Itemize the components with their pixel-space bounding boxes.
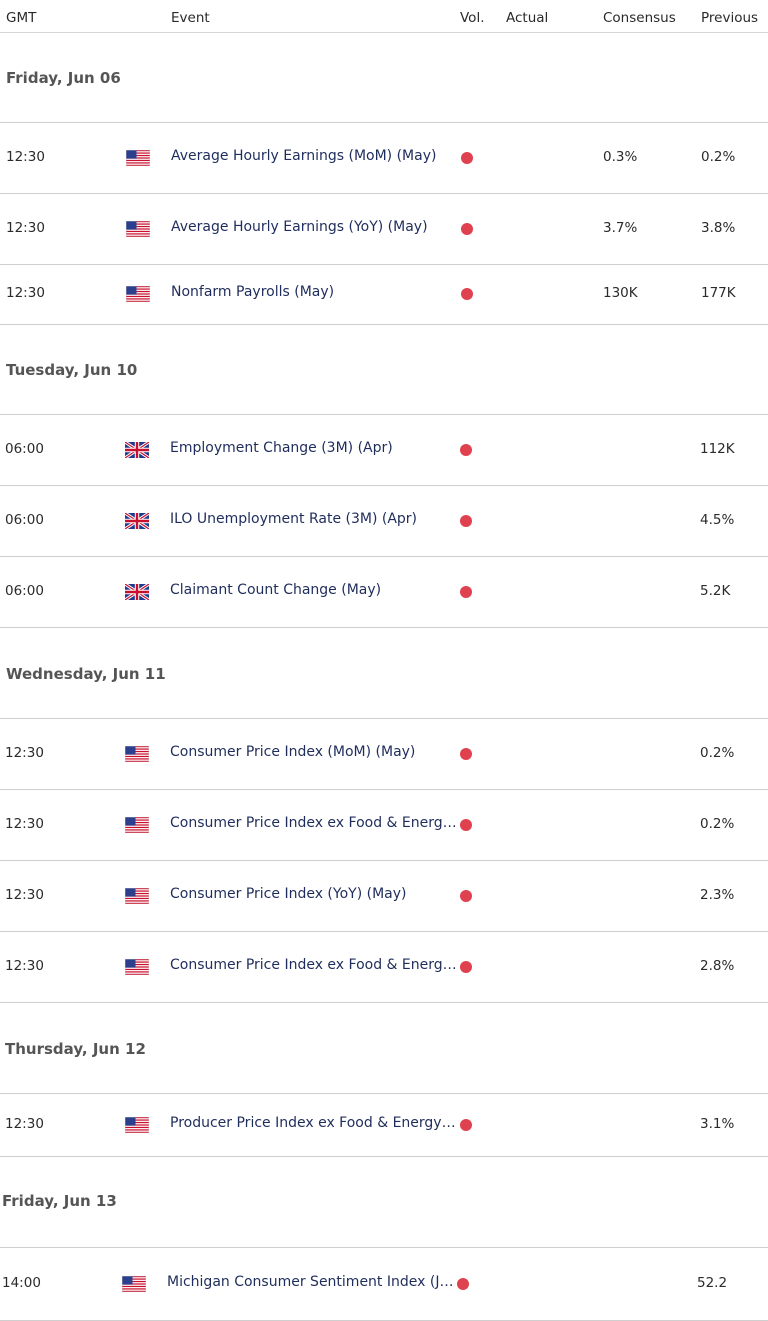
high-volatility-dot-icon [461,288,473,300]
col-header-actual[interactable]: Actual [506,10,549,26]
section-divider [0,1247,768,1248]
event-time: 12:30 [5,816,44,832]
event-name[interactable]: Consumer Price Index (MoM) (May) [170,744,416,760]
event-name[interactable]: Consumer Price Index ex Food & Energy … [170,957,460,973]
us-flag-icon [124,745,150,763]
event-previous: 0.2% [700,816,735,832]
event-row[interactable]: 12:30 Consumer Price Index ex Food & Ener… [0,931,768,1003]
uk-flag-icon [124,511,150,531]
section-divider [0,718,768,719]
day-label: Thursday, Jun 12 [5,1040,146,1058]
event-time: 06:00 [5,441,44,457]
day-label: Tuesday, Jun 10 [6,361,138,379]
us-flag-icon [125,149,151,167]
event-row[interactable]: 12:30 Consumer Price Index (MoM) (May) 0.2… [0,718,768,790]
event-previous: 177K [701,285,736,301]
col-header-event[interactable]: Event [171,10,210,26]
event-row[interactable]: 06:00 ILO Unemployment Rate (3M) (Apr) 4.5… [0,485,768,557]
event-previous: 112K [700,441,735,457]
event-previous: 5.2K [700,583,731,599]
col-header-consensus[interactable]: Consensus [603,10,676,26]
event-previous: 2.8% [700,958,735,974]
col-header-volatility[interactable]: Vol. [460,10,485,26]
event-row[interactable]: 12:30 Consumer Price Index (YoY) (May) 2.3… [0,860,768,932]
high-volatility-dot-icon [460,586,472,598]
col-header-gmt[interactable]: GMT [6,10,37,26]
calendar-header-row: GMT Event Vol. Actual Consensus Previous [0,0,768,33]
event-row[interactable]: 12:30 Producer Price Index ex Food & Ener… [0,1093,768,1157]
day-header: Thursday, Jun 12 [0,1003,768,1093]
event-row[interactable]: 12:30 Average Hourly Earnings (MoM) (May)… [0,122,768,194]
event-row[interactable]: 12:30 Average Hourly Earnings (YoY) (May)… [0,193,768,265]
uk-flag-icon [124,582,150,602]
event-previous: 3.1% [700,1116,735,1132]
high-volatility-dot-icon [457,1278,469,1290]
event-previous: 52.2 [697,1275,728,1291]
event-name[interactable]: Michigan Consumer Sentiment Index (J… [167,1274,454,1290]
us-flag-icon [125,220,151,238]
event-time: 12:30 [5,958,44,974]
event-time: 12:30 [6,149,45,165]
us-flag-icon [124,958,150,976]
high-volatility-dot-icon [460,1119,472,1131]
day-header: Friday, Jun 13 [0,1157,768,1247]
event-time: 12:30 [6,220,45,236]
day-label: Friday, Jun 13 [2,1192,117,1210]
event-name[interactable]: Producer Price Index ex Food & Energy (… [170,1115,460,1131]
high-volatility-dot-icon [460,444,472,456]
event-row[interactable]: 14:00 Michigan Consumer Sentiment Index (… [0,1247,768,1321]
day-header: Wednesday, Jun 11 [0,628,768,718]
event-row[interactable]: 12:30 Nonfarm Payrolls (May) 130K 177K [0,264,768,325]
day-header: Tuesday, Jun 10 [0,324,768,414]
day-label: Friday, Jun 06 [6,69,121,87]
day-label: Wednesday, Jun 11 [6,665,166,683]
us-flag-icon [121,1275,147,1293]
event-row[interactable]: 12:30 Consumer Price Index ex Food & Ener… [0,789,768,861]
high-volatility-dot-icon [460,819,472,831]
col-header-previous[interactable]: Previous [701,10,759,26]
day-header: Friday, Jun 06 [0,32,768,122]
event-name[interactable]: Employment Change (3M) (Apr) [170,440,393,456]
event-previous: 3.8% [701,220,736,236]
high-volatility-dot-icon [460,890,472,902]
event-time: 12:30 [5,1116,44,1132]
event-name[interactable]: ILO Unemployment Rate (3M) (Apr) [170,511,418,527]
event-name[interactable]: Claimant Count Change (May) [170,582,382,598]
section-divider [0,414,768,415]
event-previous: 0.2% [701,149,736,165]
us-flag-icon [125,285,151,303]
event-time: 12:30 [5,745,44,761]
section-divider [0,122,768,123]
event-previous: 0.2% [700,745,735,761]
event-time: 14:00 [2,1275,41,1291]
event-consensus: 130K [603,285,638,301]
event-time: 12:30 [5,887,44,903]
event-consensus: 0.3% [603,149,638,165]
high-volatility-dot-icon [460,748,472,760]
event-row[interactable]: 06:00 Claimant Count Change (May) 5.2K [0,556,768,628]
event-name[interactable]: Nonfarm Payrolls (May) [171,284,335,300]
uk-flag-icon [124,440,150,460]
us-flag-icon [124,816,150,834]
event-name[interactable]: Consumer Price Index (YoY) (May) [170,886,407,902]
event-consensus: 3.7% [603,220,638,236]
us-flag-icon [124,1116,150,1134]
event-name[interactable]: Average Hourly Earnings (MoM) (May) [171,148,437,164]
section-divider [0,1093,768,1094]
high-volatility-dot-icon [461,223,473,235]
event-previous: 2.3% [700,887,735,903]
us-flag-icon [124,887,150,905]
event-previous: 4.5% [700,512,735,528]
high-volatility-dot-icon [460,961,472,973]
high-volatility-dot-icon [460,515,472,527]
event-name[interactable]: Consumer Price Index ex Food & Energy … [170,815,460,831]
high-volatility-dot-icon [461,152,473,164]
event-time: 06:00 [5,512,44,528]
event-row[interactable]: 06:00 Employment Change (3M) (Apr) 112K [0,414,768,486]
event-time: 06:00 [5,583,44,599]
event-name[interactable]: Average Hourly Earnings (YoY) (May) [171,219,428,235]
event-time: 12:30 [6,285,45,301]
